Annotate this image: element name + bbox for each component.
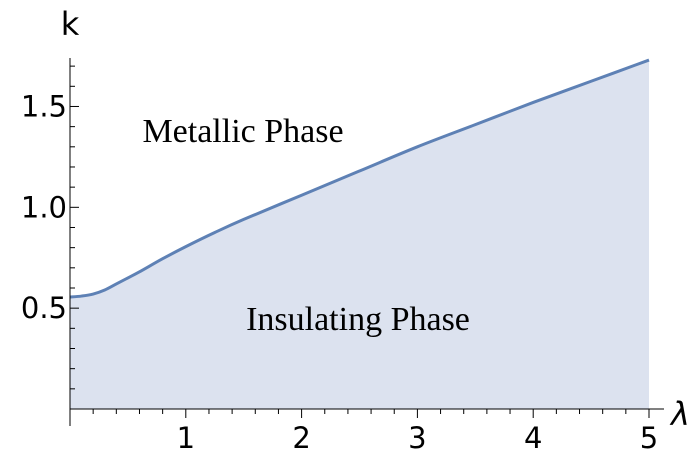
x-axis-label: λ [669,395,690,433]
metallic-phase-label: Metallic Phase [142,113,343,150]
x-tick-label: 1 [177,421,195,452]
minor-ticks [70,65,627,414]
phase-boundary-line [69,58,650,299]
x-tick-label: 2 [292,421,310,452]
major-ticks [70,105,650,418]
x-tick-label: 5 [640,421,658,452]
y-tick-label: 0.5 [21,291,67,325]
x-tick-label: 3 [408,421,426,452]
x-tick-label: 4 [524,421,542,452]
insulating-phase-label: Insulating Phase [246,301,470,338]
y-tick-label: 1.0 [21,190,67,224]
y-tick-label: 1.5 [21,89,67,123]
y-axis-label: k [61,5,80,43]
insulating-region-area [70,60,649,409]
